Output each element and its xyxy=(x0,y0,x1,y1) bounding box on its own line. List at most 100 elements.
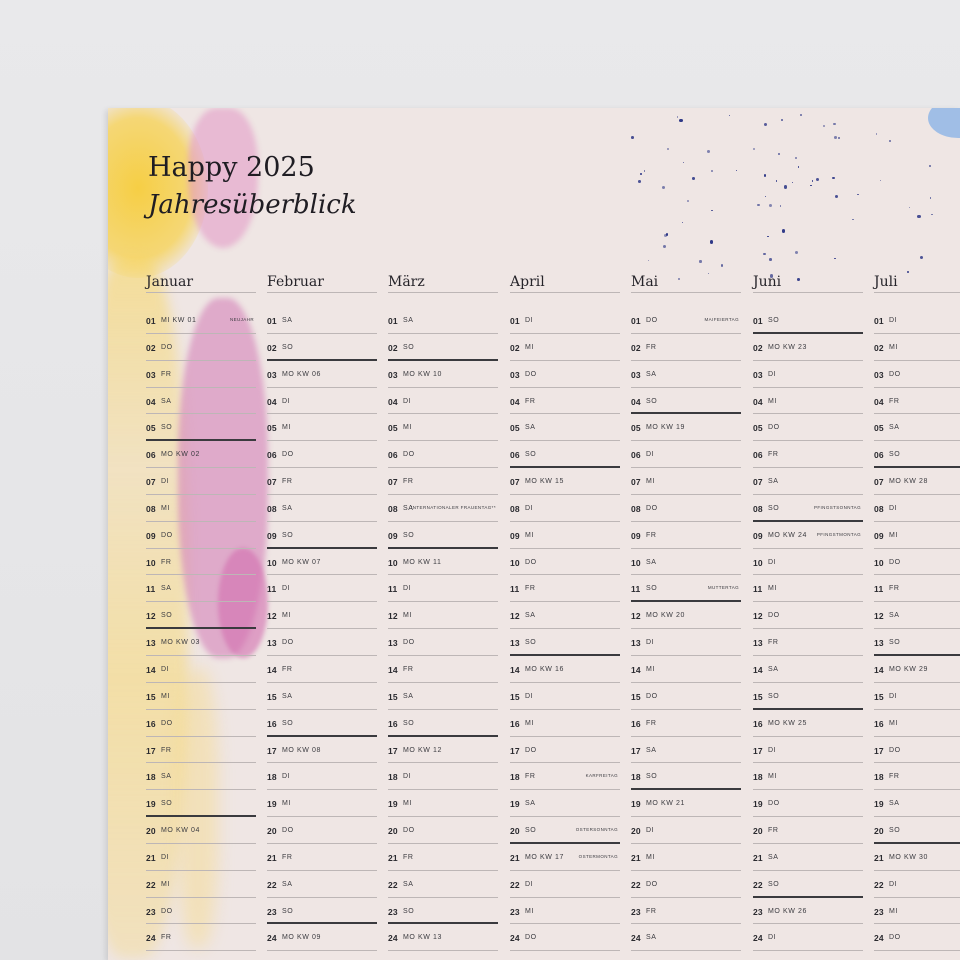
weekday-label: MI xyxy=(403,800,412,808)
day-row: 01 MI KW 01 NEUJAHR xyxy=(146,307,256,334)
speckle xyxy=(630,136,634,140)
day-row: 07 FR xyxy=(388,468,498,495)
day-number: 05 xyxy=(146,423,156,434)
day-row: 04 SO xyxy=(631,388,741,415)
weekday-label: SO xyxy=(646,397,658,405)
day-number: 16 xyxy=(874,718,884,729)
day-number: 14 xyxy=(753,664,763,675)
day-number: 16 xyxy=(510,718,520,729)
weekday-label: DI xyxy=(889,880,898,888)
day-row: 02 MI xyxy=(874,334,960,361)
weekday-label: MO KW 06 xyxy=(282,370,322,378)
day-number: 11 xyxy=(388,584,398,595)
day-number: 19 xyxy=(753,799,763,810)
day-row: 14 DI xyxy=(146,656,256,683)
day-number: 05 xyxy=(753,423,763,434)
day-row: 05 MI xyxy=(388,414,498,442)
day-row: 24 DO xyxy=(510,924,620,952)
day-row: 10 MO KW 07 xyxy=(267,549,377,576)
day-number: 13 xyxy=(510,638,520,649)
day-number: 09 xyxy=(753,530,763,541)
weekday-label: FR xyxy=(889,773,900,781)
day-number: 19 xyxy=(631,799,641,810)
day-number: 07 xyxy=(388,477,398,488)
day-row: 13 DI xyxy=(631,629,741,656)
day-number: 08 xyxy=(146,503,156,514)
day-number: 11 xyxy=(753,584,763,595)
day-number: 13 xyxy=(753,638,763,649)
day-number: 08 xyxy=(631,503,641,514)
weekday-label: SA xyxy=(768,478,779,486)
weekday-label: MI xyxy=(161,692,170,700)
weekday-label: SO xyxy=(768,317,780,324)
speckle xyxy=(833,123,836,126)
speckle xyxy=(834,194,839,199)
month-name: April xyxy=(510,272,620,293)
day-row: 15 MI xyxy=(146,683,256,710)
weekday-label: DO xyxy=(646,692,658,700)
weekday-label: SA xyxy=(525,800,536,808)
weekday-label: MO KW 08 xyxy=(282,746,322,754)
holiday-label: OSTERSONNTAG xyxy=(575,827,618,833)
day-row: 01 SA xyxy=(388,307,498,334)
day-row: 20 MO KW 04 xyxy=(146,817,256,844)
weekday-label: MI xyxy=(282,424,291,432)
day-number: 04 xyxy=(874,396,884,407)
day-row: 11 SO MUTTERTAG xyxy=(631,575,741,603)
day-number: 19 xyxy=(267,799,277,810)
day-row: 13 FR xyxy=(753,629,863,656)
day-row: 13 MO KW 03 xyxy=(146,629,256,656)
month-column-1: Februar 01 SA 02 SO 03 MO KW 06 04 DI 05 MI 06 DO 07 F… xyxy=(267,272,377,952)
holiday-label: MUTTERTAG xyxy=(707,585,739,591)
day-row: 24 FR xyxy=(146,924,256,952)
weekday-label: DO xyxy=(768,800,780,808)
weekday-label: SA xyxy=(646,558,657,566)
day-number: 05 xyxy=(874,423,884,434)
weekday-label: MO KW 07 xyxy=(282,558,322,566)
speckle xyxy=(834,257,836,260)
weekday-label: MI xyxy=(525,719,534,727)
day-row: 18 FR xyxy=(874,763,960,791)
day-number: 02 xyxy=(753,342,763,353)
weekday-label: DO xyxy=(403,451,415,459)
day-row: 19 MI xyxy=(267,790,377,818)
weekday-label: MO KW 24 xyxy=(768,531,808,539)
day-number: 22 xyxy=(631,879,641,890)
day-row: 06 DO xyxy=(388,441,498,469)
speckle xyxy=(676,116,679,118)
day-row: 24 DI xyxy=(753,924,863,952)
speckle xyxy=(663,233,667,238)
weekday-label: FR xyxy=(161,370,172,378)
day-number: 01 xyxy=(510,316,520,326)
day-number: 15 xyxy=(388,691,398,702)
weekday-label: MI xyxy=(646,853,655,861)
weekday-label: DO xyxy=(889,746,901,754)
day-row: 08 SO PFINGSTSONNTAG xyxy=(753,495,863,522)
weekday-label: DO xyxy=(403,827,415,835)
day-number: 13 xyxy=(388,638,398,649)
day-number: 01 xyxy=(631,316,641,326)
speckle xyxy=(792,181,794,183)
day-number: 03 xyxy=(510,369,520,380)
day-number: 09 xyxy=(510,530,520,541)
day-row: 10 MO KW 11 xyxy=(388,549,498,576)
day-row: 19 SA xyxy=(510,790,620,818)
day-row: 02 SO xyxy=(388,334,498,361)
speckle xyxy=(888,140,891,143)
day-number: 07 xyxy=(146,477,156,488)
weekday-label: MO KW 11 xyxy=(403,558,442,566)
weekday-label: SA xyxy=(161,773,172,781)
day-number: 23 xyxy=(874,906,884,917)
speckle xyxy=(857,193,859,196)
day-number: 22 xyxy=(510,879,520,890)
day-row: 12 DO xyxy=(753,602,863,630)
speckle xyxy=(906,271,909,274)
day-number: 02 xyxy=(388,342,398,353)
day-row: 16 MO KW 25 xyxy=(753,710,863,737)
day-number: 02 xyxy=(267,342,277,353)
day-number: 10 xyxy=(631,557,641,568)
weekday-label: DO xyxy=(889,934,901,942)
day-row: 14 SA xyxy=(753,656,863,683)
speckle xyxy=(838,136,841,140)
day-row: 09 MI xyxy=(874,522,960,549)
